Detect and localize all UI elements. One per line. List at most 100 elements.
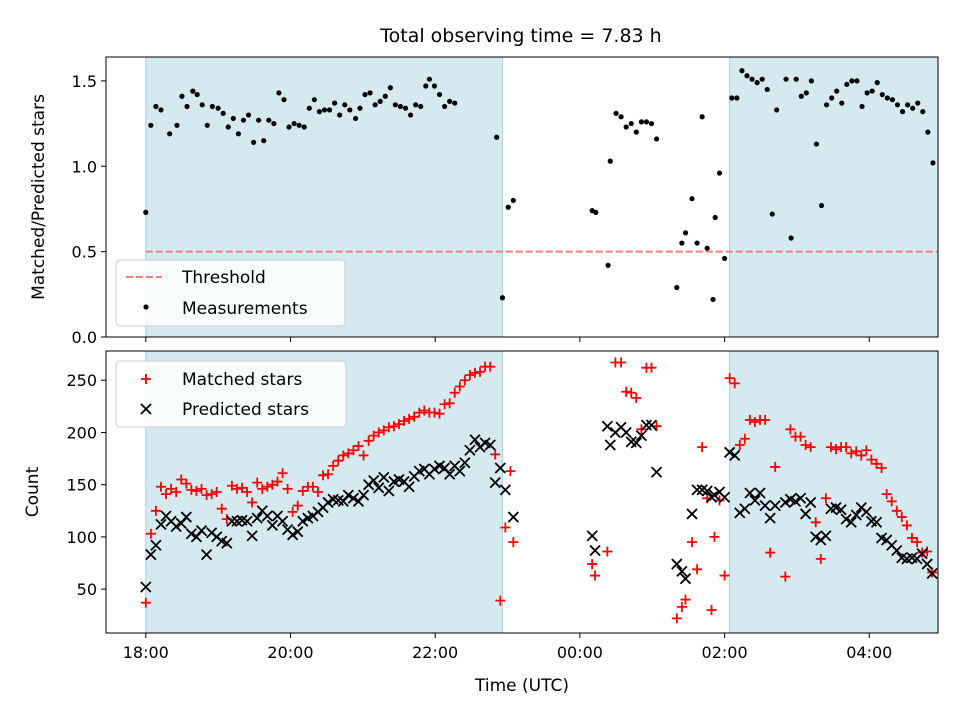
data-point <box>267 479 278 490</box>
data-point <box>343 448 354 459</box>
data-point <box>185 528 198 540</box>
data-point <box>861 445 872 456</box>
data-point <box>201 490 212 501</box>
data-point <box>367 90 373 96</box>
data-point <box>191 485 202 496</box>
data-point <box>261 510 273 522</box>
data-point <box>281 97 287 103</box>
data-point <box>704 245 710 251</box>
data-point <box>671 613 682 624</box>
data-point <box>783 76 789 82</box>
data-point <box>377 98 383 104</box>
data-point <box>271 120 277 127</box>
data-point <box>829 95 835 101</box>
data-point <box>724 446 736 458</box>
data-point <box>739 68 745 74</box>
data-point <box>697 442 708 453</box>
data-point <box>788 235 794 241</box>
data-point <box>680 594 691 605</box>
data-point <box>860 506 873 518</box>
data-point <box>626 387 637 398</box>
data-point <box>770 461 781 472</box>
data-point <box>426 76 432 82</box>
data-point <box>392 102 398 108</box>
data-point <box>423 83 429 89</box>
data-point <box>287 506 298 517</box>
data-point <box>869 88 875 94</box>
data-point <box>724 373 735 384</box>
data-point <box>230 115 236 122</box>
data-point <box>307 481 318 492</box>
data-point <box>444 398 455 409</box>
data-point <box>623 124 629 130</box>
data-point <box>921 558 933 570</box>
data-point <box>916 547 928 560</box>
data-point <box>342 489 355 501</box>
data-point <box>397 103 404 110</box>
data-point <box>404 413 415 424</box>
data-point <box>891 505 902 516</box>
data-point <box>879 91 885 98</box>
data-point <box>368 474 380 487</box>
data-point <box>444 468 456 480</box>
data-point <box>901 520 912 531</box>
data-point <box>245 112 252 118</box>
data-point <box>226 480 237 491</box>
data-point <box>844 81 850 87</box>
data-point <box>749 76 755 82</box>
data-point <box>744 414 755 425</box>
data-point <box>653 136 660 142</box>
data-point <box>180 511 192 523</box>
series-measurements <box>143 68 936 303</box>
data-point <box>186 484 197 495</box>
data-point <box>179 93 185 99</box>
data-point <box>167 131 173 137</box>
data-point <box>739 503 751 515</box>
data-point <box>353 441 364 452</box>
data-point <box>211 487 222 497</box>
data-point <box>601 420 614 432</box>
data-point <box>337 112 343 118</box>
data-point <box>803 90 809 96</box>
data-point <box>764 86 770 93</box>
data-point <box>357 105 363 111</box>
data-point <box>499 484 511 496</box>
data-point <box>764 512 776 524</box>
data-point <box>645 419 658 431</box>
data-point <box>429 407 440 418</box>
data-point <box>920 109 926 115</box>
data-point <box>176 474 187 485</box>
data-point <box>930 160 936 166</box>
data-point <box>143 209 149 215</box>
data-point <box>714 495 725 506</box>
data-point <box>840 513 852 525</box>
data-point <box>739 433 750 444</box>
data-point <box>710 296 716 303</box>
data-point <box>256 117 262 123</box>
data-point <box>140 597 151 608</box>
data-point <box>859 103 865 110</box>
data-point <box>849 78 855 84</box>
data-point <box>323 469 334 480</box>
data-point <box>719 570 730 581</box>
data-point <box>729 95 735 101</box>
data-point <box>469 367 480 378</box>
data-point <box>316 109 323 115</box>
data-point <box>823 102 830 108</box>
legend: Threshold Measurements <box>115 259 346 327</box>
data-point <box>226 515 238 527</box>
data-point <box>510 197 516 204</box>
data-point <box>841 442 852 453</box>
y-tick-label: 1.0 <box>72 157 97 176</box>
data-point <box>507 511 519 523</box>
data-point <box>464 370 475 381</box>
data-point <box>449 387 460 398</box>
data-point <box>161 489 172 500</box>
data-point <box>296 122 302 128</box>
data-point <box>292 500 303 511</box>
y-tick-label: 0.0 <box>72 328 97 347</box>
data-point <box>454 465 466 477</box>
data-point <box>618 114 624 120</box>
y-tick-label: 0.5 <box>72 243 97 262</box>
data-point <box>729 449 741 462</box>
